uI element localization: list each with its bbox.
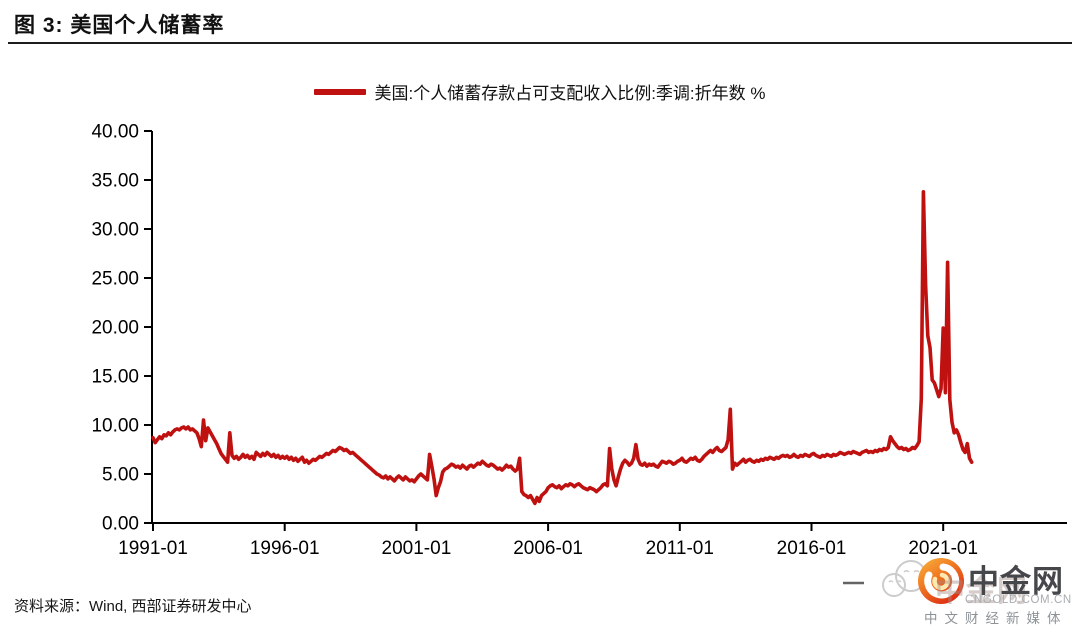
y-tick-label: 10.00 — [91, 416, 139, 437]
watermark-ghost-text: 中金网 — [935, 575, 1028, 608]
y-tick-label: 5.00 — [102, 465, 139, 486]
x-tick-label: 2016-01 — [777, 538, 847, 559]
y-tick-label: 35.00 — [91, 171, 139, 192]
watermark-decor — [843, 558, 964, 604]
x-tick-label: 1996-01 — [250, 538, 320, 559]
y-tick-label: 0.00 — [102, 514, 139, 535]
title-divider — [8, 42, 1072, 44]
y-tick-label: 15.00 — [91, 367, 139, 388]
savings-rate-series-line — [151, 190, 974, 506]
watermark-brand: 中金网 — [968, 564, 1064, 599]
figure-title: 图 3: 美国个人储蓄率 — [14, 14, 225, 37]
y-tick-label: 30.00 — [91, 220, 139, 241]
legend-label: 美国:个人储蓄存款占可支配收入比例:季调:折年数 % — [374, 84, 766, 103]
x-tick-label: 2021-01 — [908, 538, 978, 559]
chart-legend: 美国:个人储蓄存款占可支配收入比例:季调:折年数 % — [0, 79, 1080, 104]
watermark: 中金网 中金网 CNGOLD.COM.CN 中文财经新媒体 — [843, 548, 1080, 625]
cngold-logo-icon — [918, 558, 964, 604]
y-tick-label: 20.00 — [91, 318, 139, 339]
watermark-domain: CNGOLD.COM.CN — [965, 594, 1072, 606]
x-tick-label: 2001-01 — [382, 538, 452, 559]
legend-line-swatch — [314, 88, 367, 95]
x-tick-label: 2011-01 — [646, 538, 714, 559]
watermark-tagline: 中文财经新媒体 — [924, 611, 1068, 625]
x-tick-label: 1991-01 — [118, 538, 188, 559]
data-source-note: 资料来源：Wind, 西部证券研发中心 — [14, 598, 252, 615]
y-tick-label: 40.00 — [91, 122, 139, 143]
x-tick-label: 2006-01 — [513, 538, 583, 559]
y-tick-label: 25.00 — [91, 269, 139, 290]
